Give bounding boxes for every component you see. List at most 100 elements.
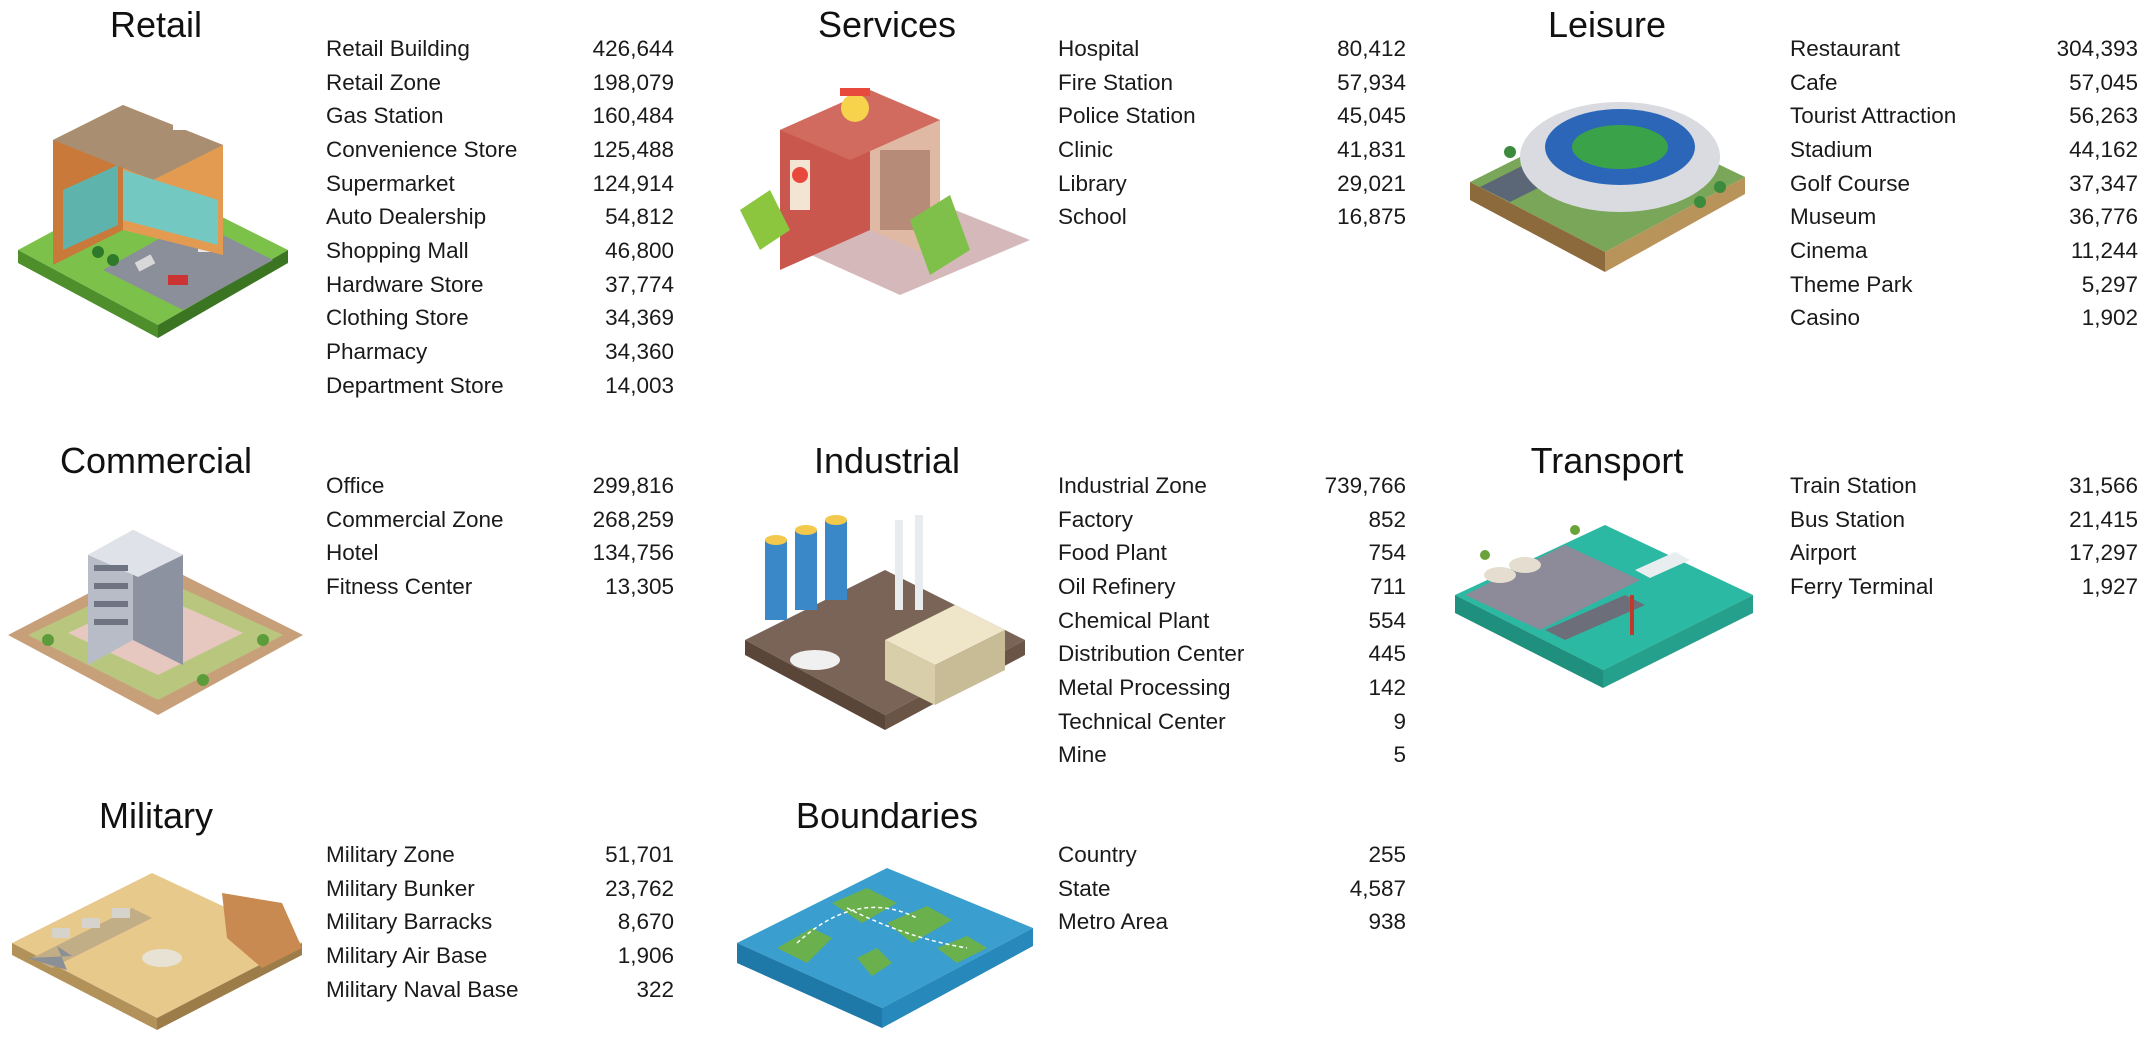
item-count: 5,297	[2081, 271, 2138, 297]
item-label: Technical Center	[1058, 708, 1226, 734]
item-label: Hospital	[1058, 35, 1140, 61]
list-item: Hardware Store 37,774	[326, 268, 674, 302]
category-title-industrial: Industrial	[813, 440, 961, 481]
item-count: 852	[1368, 506, 1406, 532]
list-item: Theme Park 5,297	[1790, 268, 2138, 302]
item-count: 31,566	[2069, 472, 2138, 498]
list-item: Clinic 41,831	[1058, 133, 1406, 167]
category-title-boundaries: Boundaries	[795, 795, 979, 836]
category-list-services: Hospital 80,412 Fire Station 57,934 Police S…	[1058, 32, 1406, 234]
category-list-boundaries: Country 255 State 4,587 Metro Area 938	[1058, 838, 1406, 939]
category-list-transport: Train Station 31,566 Bus Station 21,415 Airp…	[1790, 469, 2138, 604]
list-item: Office 299,816	[326, 469, 674, 503]
item-count: 160,484	[592, 103, 674, 129]
item-label: School	[1058, 204, 1127, 230]
item-label: Industrial Zone	[1058, 472, 1207, 498]
item-label: Office	[326, 472, 385, 498]
item-label: Fire Station	[1058, 69, 1174, 95]
list-item: Restaurant 304,393	[1790, 32, 2138, 66]
factory-icon	[745, 500, 1025, 735]
item-label: Metro Area	[1058, 909, 1169, 935]
item-count: 34,360	[605, 339, 674, 365]
item-label: Oil Refinery	[1058, 573, 1176, 599]
item-label: State	[1058, 875, 1111, 901]
item-label: Casino	[1790, 305, 1861, 331]
item-label: Food Plant	[1058, 540, 1167, 566]
list-item: Military Bunker 23,762	[326, 872, 674, 906]
list-item: Metal Processing 142	[1058, 671, 1406, 705]
item-label: Shopping Mall	[326, 237, 469, 263]
category-list-leisure: Restaurant 304,393 Cafe 57,045 Tourist Attra…	[1790, 32, 2138, 335]
item-label: Commercial Zone	[326, 506, 504, 532]
item-label: Restaurant	[1790, 35, 1901, 61]
item-count: 57,045	[2069, 69, 2138, 95]
item-label: Tourist Attraction	[1790, 103, 1957, 129]
list-item: Fitness Center 13,305	[326, 570, 674, 604]
list-item: Military Naval Base 322	[326, 973, 674, 1007]
item-label: Country	[1058, 841, 1137, 867]
item-label: Bus Station	[1790, 506, 1906, 532]
item-label: Retail Zone	[326, 69, 442, 95]
list-item: Mine 5	[1058, 739, 1406, 773]
item-label: Fitness Center	[326, 573, 473, 599]
list-item: Bus Station 21,415	[1790, 503, 2138, 537]
item-count: 198,079	[592, 69, 674, 95]
list-item: Stadium 44,162	[1790, 133, 2138, 167]
item-label: Mine	[1058, 742, 1107, 768]
list-item: Clothing Store 34,369	[326, 302, 674, 336]
item-count: 125,488	[592, 136, 674, 162]
item-label: Convenience Store	[326, 136, 518, 162]
category-title-services: Services	[817, 4, 957, 45]
item-label: Theme Park	[1790, 271, 1913, 297]
item-label: Supermarket	[326, 170, 455, 196]
item-count: 1,902	[2081, 305, 2138, 331]
item-count: 46,800	[605, 237, 674, 263]
hospital-icon	[740, 80, 1035, 305]
item-count: 41,831	[1337, 136, 1406, 162]
item-count: 445	[1368, 641, 1406, 667]
item-count: 45,045	[1337, 103, 1406, 129]
category-title-leisure: Leisure	[1547, 4, 1667, 45]
item-count: 36,776	[2069, 204, 2138, 230]
item-count: 14,003	[605, 372, 674, 398]
list-item: Train Station 31,566	[1790, 469, 2138, 503]
item-count: 322	[636, 976, 674, 1002]
item-label: Hardware Store	[326, 271, 484, 297]
list-item: Food Plant 754	[1058, 536, 1406, 570]
item-label: Clothing Store	[326, 305, 469, 331]
list-item: Fire Station 57,934	[1058, 66, 1406, 100]
item-count: 554	[1368, 607, 1406, 633]
category-list-retail: Retail Building 426,644 Retail Zone 198,079…	[326, 32, 674, 403]
list-item: Museum 36,776	[1790, 200, 2138, 234]
item-count: 426,644	[592, 35, 674, 61]
world-map-icon	[737, 848, 1035, 1033]
item-label: Gas Station	[326, 103, 444, 129]
item-label: Museum	[1790, 204, 1877, 230]
list-item: Shopping Mall 46,800	[326, 234, 674, 268]
item-count: 299,816	[592, 472, 674, 498]
list-item: Ferry Terminal 1,927	[1790, 570, 2138, 604]
item-count: 51,701	[605, 841, 674, 867]
list-item: Police Station 45,045	[1058, 99, 1406, 133]
item-label: Train Station	[1790, 472, 1917, 498]
item-count: 938	[1368, 909, 1406, 935]
item-count: 11,244	[2070, 237, 2138, 263]
list-item: Cafe 57,045	[1790, 66, 2138, 100]
item-count: 34,369	[605, 305, 674, 331]
category-title-commercial: Commercial	[59, 440, 253, 481]
item-count: 268,259	[592, 506, 674, 532]
category-title-military: Military	[99, 795, 213, 836]
item-label: Auto Dealership	[326, 204, 487, 230]
list-item: Chemical Plant 554	[1058, 604, 1406, 638]
list-item: Technical Center 9	[1058, 705, 1406, 739]
list-item: Library 29,021	[1058, 167, 1406, 201]
list-item: Tourist Attraction 56,263	[1790, 99, 2138, 133]
item-count: 304,393	[2056, 35, 2138, 61]
office-tower-icon	[8, 515, 305, 730]
item-label: Library	[1058, 170, 1127, 196]
port-icon	[1455, 510, 1755, 695]
item-count: 16,875	[1337, 204, 1406, 230]
item-count: 5	[1393, 742, 1406, 768]
list-item: Military Air Base 1,906	[326, 939, 674, 973]
item-label: Factory	[1058, 506, 1134, 532]
